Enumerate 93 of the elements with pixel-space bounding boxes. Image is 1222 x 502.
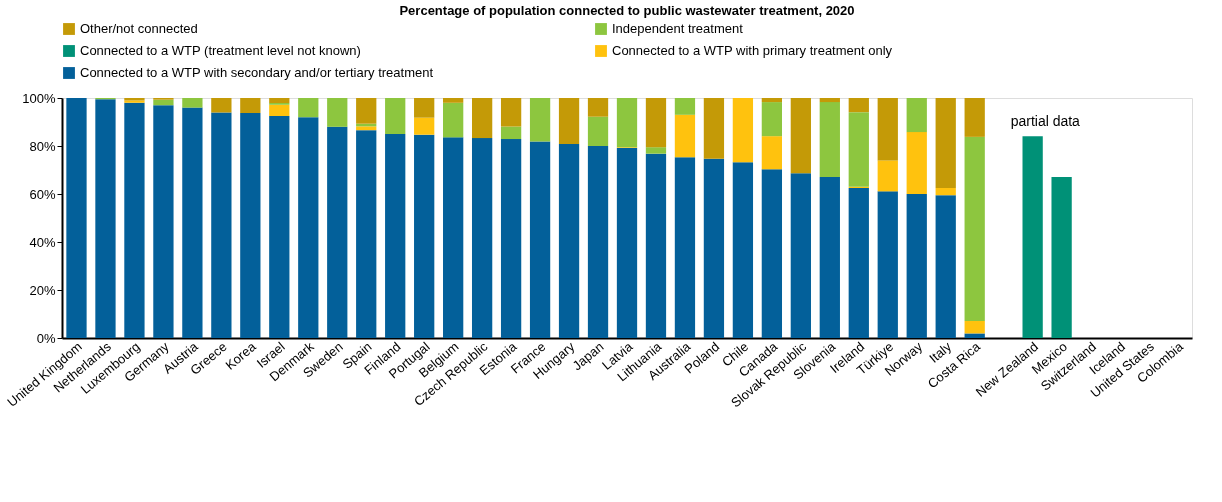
bar bbox=[182, 107, 203, 338]
bar bbox=[761, 136, 783, 170]
bar bbox=[153, 99, 174, 106]
bar bbox=[414, 134, 435, 338]
bar bbox=[385, 134, 406, 338]
bar bbox=[964, 136, 985, 321]
bar bbox=[124, 102, 145, 338]
bar bbox=[761, 98, 783, 103]
bar bbox=[443, 137, 464, 338]
y-tick-label: 80% bbox=[29, 138, 56, 154]
bar bbox=[703, 98, 725, 159]
bar bbox=[964, 333, 985, 338]
bar bbox=[587, 146, 609, 338]
bar bbox=[327, 126, 348, 338]
bar bbox=[500, 98, 522, 127]
y-tick-label: 100% bbox=[22, 90, 56, 106]
legend-label: Connected to a WTP (treatment level not known) bbox=[80, 43, 361, 58]
bar bbox=[790, 173, 811, 338]
bar bbox=[674, 98, 696, 115]
bar bbox=[471, 98, 493, 139]
legend-label: Independent treatment bbox=[612, 21, 744, 36]
bar bbox=[298, 98, 319, 118]
y-tick-label: 20% bbox=[29, 282, 56, 298]
bar bbox=[877, 191, 898, 338]
bar bbox=[877, 98, 898, 161]
chart-title: Percentage of population connected to public wastewater treatment, 2020 bbox=[399, 3, 855, 18]
bar bbox=[153, 105, 174, 338]
bar bbox=[674, 114, 696, 158]
bar bbox=[211, 112, 232, 338]
bar bbox=[356, 126, 377, 131]
bar bbox=[848, 98, 869, 113]
bar bbox=[443, 102, 464, 138]
bar bbox=[269, 116, 290, 338]
bar bbox=[616, 98, 638, 148]
bar bbox=[298, 117, 319, 338]
bar bbox=[732, 98, 754, 163]
bar bbox=[819, 98, 840, 103]
bar bbox=[327, 98, 348, 127]
bar bbox=[558, 98, 580, 145]
bar bbox=[848, 188, 869, 338]
bar bbox=[616, 147, 638, 338]
bar bbox=[211, 98, 232, 113]
bar bbox=[269, 104, 290, 116]
bar bbox=[1051, 176, 1072, 338]
bar bbox=[414, 98, 435, 118]
bar bbox=[385, 98, 406, 134]
bar bbox=[935, 188, 956, 196]
bar bbox=[906, 98, 927, 133]
legend-label: Other/not connected bbox=[80, 21, 198, 36]
bar bbox=[500, 126, 522, 140]
bar bbox=[66, 98, 87, 338]
bar bbox=[414, 117, 435, 135]
bar bbox=[877, 160, 898, 192]
y-tick-label: 0% bbox=[36, 330, 56, 346]
y-tick-label: 40% bbox=[29, 234, 56, 250]
bar bbox=[732, 162, 754, 338]
bar bbox=[761, 102, 783, 137]
bar bbox=[645, 98, 667, 148]
bar bbox=[906, 194, 927, 338]
bar bbox=[1022, 136, 1043, 338]
bar bbox=[848, 112, 869, 187]
bar bbox=[935, 195, 956, 338]
bar bbox=[587, 98, 609, 117]
bar bbox=[95, 99, 116, 338]
bar bbox=[356, 130, 377, 338]
bar bbox=[819, 176, 840, 338]
bar bbox=[471, 138, 493, 338]
bar bbox=[500, 139, 522, 338]
bar bbox=[964, 320, 985, 334]
bar bbox=[964, 98, 985, 137]
bar bbox=[674, 157, 696, 338]
bar bbox=[935, 98, 956, 188]
bar bbox=[645, 147, 667, 154]
bar bbox=[240, 98, 261, 114]
bar bbox=[182, 98, 203, 108]
bar bbox=[819, 102, 840, 177]
annotation: partial data bbox=[1010, 113, 1081, 129]
bar bbox=[269, 98, 290, 104]
bar bbox=[906, 132, 927, 194]
bar bbox=[703, 158, 725, 338]
legend-label: Connected to a WTP with primary treatment only bbox=[612, 43, 893, 58]
y-tick-label: 60% bbox=[29, 186, 56, 202]
legend-label: Connected to a WTP with secondary and/or tertiary treatment bbox=[80, 65, 434, 80]
bar bbox=[790, 98, 811, 174]
bar bbox=[587, 116, 609, 146]
bar bbox=[558, 144, 580, 338]
bar bbox=[645, 153, 667, 338]
bar bbox=[356, 98, 377, 124]
bar bbox=[529, 98, 551, 142]
bar bbox=[443, 98, 464, 103]
bar bbox=[761, 169, 783, 338]
bar bbox=[240, 113, 261, 338]
bar bbox=[529, 141, 551, 338]
